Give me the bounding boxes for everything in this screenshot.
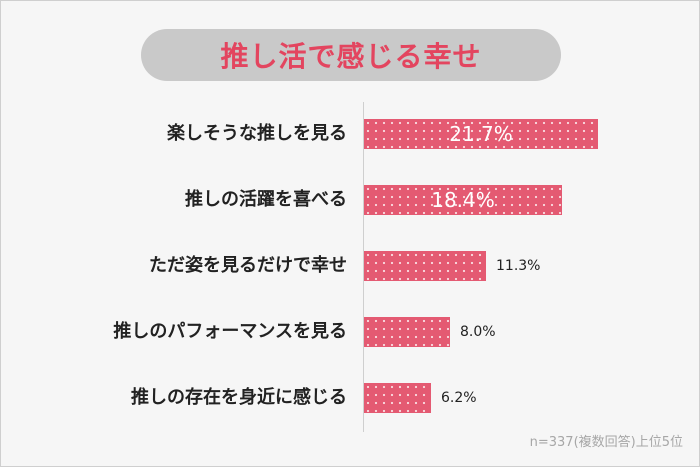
- bar-row: 楽しそうな推しを見る 21.7%: [1, 119, 699, 149]
- category-label: ただ姿を見るだけで幸せ: [149, 255, 347, 276]
- category-label: 楽しそうな推しを見る: [167, 123, 347, 144]
- bar: [364, 383, 431, 413]
- bar: 21.7%: [364, 119, 598, 149]
- category-label: 推しの存在を身近に感じる: [131, 387, 347, 408]
- chart-title: 推し活で感じる幸せ: [141, 29, 561, 81]
- bar-row: ただ姿を見るだけで幸せ 11.3%: [1, 251, 699, 281]
- bar-row: 推しの存在を身近に感じる 6.2%: [1, 383, 699, 413]
- bar: [364, 317, 450, 347]
- sample-footnote: n=337(複数回答)上位5位: [529, 435, 683, 450]
- category-label: 推しの活躍を喜べる: [185, 189, 347, 210]
- value-label: 18.4%: [431, 188, 495, 212]
- bar: [364, 251, 486, 281]
- value-label: 11.3%: [496, 258, 541, 274]
- category-axis-line: [363, 102, 364, 432]
- value-label: 6.2%: [441, 390, 477, 406]
- value-label: 8.0%: [460, 324, 496, 340]
- bar: 18.4%: [364, 185, 562, 215]
- category-label: 推しのパフォーマンスを見る: [113, 321, 347, 342]
- bar-row: 推しの活躍を喜べる 18.4%: [1, 185, 699, 215]
- value-label: 21.7%: [449, 122, 513, 146]
- bar-row: 推しのパフォーマンスを見る 8.0%: [1, 317, 699, 347]
